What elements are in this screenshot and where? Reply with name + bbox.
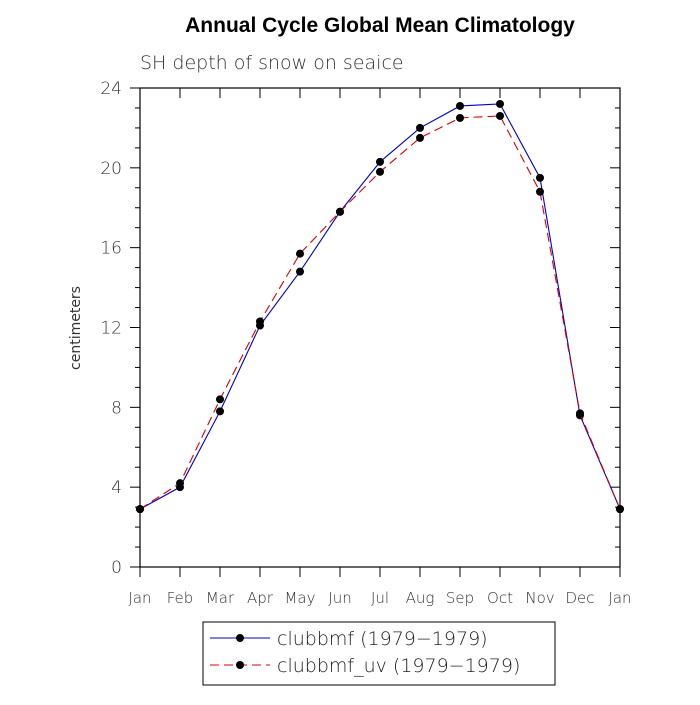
axis-ticks: [130, 87, 621, 577]
x-tick-label: Oct: [487, 589, 513, 607]
series-2-point-dec: [576, 409, 584, 418]
x-tick-label: Dec: [565, 589, 594, 607]
series-1-point-jul: [376, 157, 384, 166]
series-1-point-sep: [456, 101, 464, 110]
x-tick-label: Jan: [608, 589, 631, 607]
series-1-point-nov: [536, 173, 544, 182]
y-tick-label: 0: [111, 558, 122, 578]
x-tick-label: Mar: [206, 589, 235, 607]
x-tick-label: Aug: [406, 589, 435, 607]
series-2-point-jul: [376, 167, 384, 176]
y-tick-label: 20: [100, 159, 122, 179]
legend-marker-series-2: [236, 661, 244, 669]
y-tick-label: 12: [100, 319, 122, 339]
x-tick-label: Apr: [247, 589, 274, 607]
series-2-point-jun: [336, 207, 344, 216]
legend-box: [202, 621, 556, 686]
y-axis-label: centimeters: [68, 286, 84, 370]
x-tick-label: Jun: [328, 589, 351, 607]
y-tick-labels: 0 4 8 12 16 20 24: [100, 79, 122, 578]
series-2-point-sep: [456, 113, 464, 122]
x-tick-label: Nov: [525, 589, 554, 607]
series-2-point-nov: [536, 187, 544, 196]
series-2-point-aug: [416, 133, 424, 142]
chart-subtitle: SH depth of snow on seaice: [140, 52, 404, 74]
series-2-point-feb: [176, 479, 184, 488]
y-tick-label: 24: [100, 79, 122, 99]
y-tick-label: 16: [100, 239, 122, 259]
x-tick-label: Sep: [446, 589, 474, 607]
x-tick-label: Feb: [167, 589, 194, 607]
y-tick-label: 4: [111, 478, 122, 498]
series-2-point-mar: [216, 395, 224, 404]
series-2-point-apr: [256, 317, 264, 326]
series-layer: [136, 99, 624, 514]
y-tick-label: 8: [111, 398, 122, 418]
x-tick-labels: Jan Feb Mar Apr May Jun Jul Aug Sep Oct Nov Dec Jan: [128, 589, 631, 607]
chart-title: Annual Cycle Global Mean Climatology: [185, 14, 575, 37]
x-tick-label: May: [284, 589, 315, 607]
series-1-point-mar: [216, 407, 224, 416]
x-tick-label: Jul: [371, 589, 389, 607]
series-1-point-aug: [416, 123, 424, 132]
legend-marker-series-1: [236, 634, 244, 642]
legend-label-series-1: clubbmf (1979−1979): [277, 628, 488, 650]
series-2-point-jan: [616, 505, 624, 514]
legend: clubbmf (1979−1979) clubbmf_uv (1979−197…: [202, 621, 556, 686]
series-2-point-jan: [136, 505, 144, 514]
series-2-point-may: [296, 249, 304, 258]
series-2-point-oct: [496, 111, 504, 120]
legend-label-series-2: clubbmf_uv (1979−1979): [277, 655, 520, 677]
series-1-point-oct: [496, 99, 504, 108]
series-1-point-may: [296, 267, 304, 276]
x-tick-label: Jan: [128, 589, 151, 607]
